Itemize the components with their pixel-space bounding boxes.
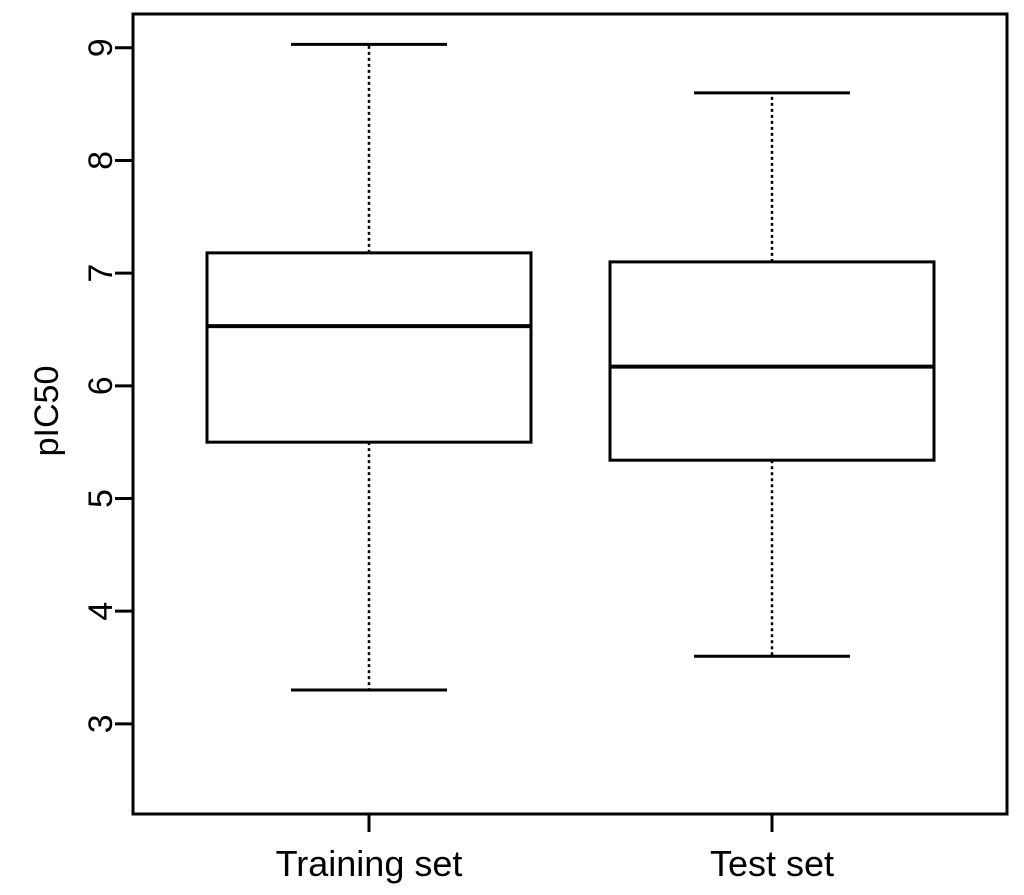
y-tick-label: 7 [82,264,120,283]
x-tick-label: Training set [276,843,463,884]
y-axis-title: pIC50 [28,366,66,457]
y-axis: 3 4 5 6 7 8 9 [82,38,133,733]
y-tick-label: 4 [82,602,120,621]
x-axis: Training set Test set [276,814,834,884]
x-tick-label: Test set [710,843,834,884]
y-tick-label: 9 [82,38,120,57]
iqr-box [205,251,533,444]
y-tick-label: 3 [82,714,120,733]
y-tick-label: 8 [82,151,120,170]
box-training-set [205,42,533,692]
y-tick-label: 6 [82,376,120,395]
box-test-set [608,91,936,658]
plot-frame [131,12,1009,816]
y-tick-label: 5 [82,489,120,508]
iqr-box [608,260,936,462]
boxes [205,42,936,692]
